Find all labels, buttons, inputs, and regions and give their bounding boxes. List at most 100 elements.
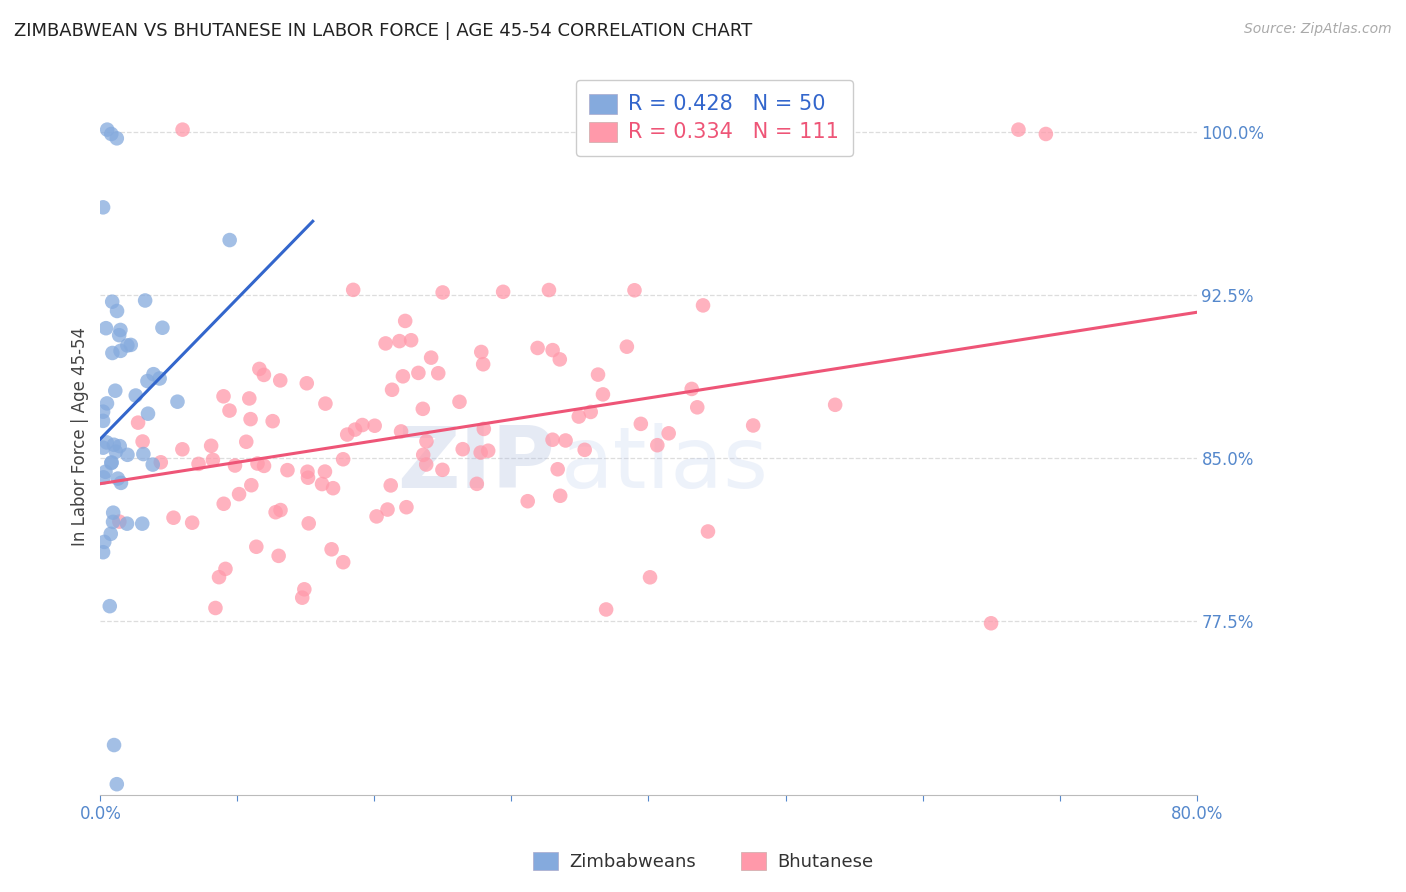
Legend: Zimbabweans, Bhutanese: Zimbabweans, Bhutanese [526, 846, 880, 879]
Zimbabweans [117, 448, 139, 462]
Bhutanese [239, 412, 262, 426]
Zimbabweans [132, 447, 155, 461]
Zimbabweans [91, 545, 114, 559]
Bhutanese [276, 463, 298, 477]
Bhutanese [235, 434, 257, 449]
Bhutanese [526, 341, 548, 355]
Bhutanese [352, 417, 374, 432]
Bhutanese [149, 455, 172, 469]
Bhutanese [208, 570, 231, 584]
Zimbabweans [149, 371, 172, 385]
Bhutanese [332, 452, 354, 467]
Bhutanese [314, 465, 336, 479]
Zimbabweans [100, 127, 122, 141]
Zimbabweans [107, 472, 129, 486]
Bhutanese [214, 562, 236, 576]
Zimbabweans [136, 407, 159, 421]
Zimbabweans [101, 506, 124, 520]
Bhutanese [465, 476, 488, 491]
Bhutanese [697, 524, 720, 539]
Bhutanese [127, 416, 149, 430]
Zimbabweans [100, 456, 122, 470]
Bhutanese [399, 333, 422, 347]
Bhutanese [470, 345, 492, 359]
Bhutanese [131, 434, 153, 449]
Zimbabweans [120, 338, 142, 352]
Bhutanese [516, 494, 538, 508]
Bhutanese [380, 478, 402, 492]
Zimbabweans [108, 328, 131, 343]
Bhutanese [388, 334, 411, 348]
Zimbabweans [131, 516, 153, 531]
Bhutanese [295, 376, 318, 391]
Zimbabweans [104, 444, 127, 458]
Bhutanese [415, 434, 437, 449]
Bhutanese [547, 462, 569, 476]
Bhutanese [595, 602, 617, 616]
Bhutanese [638, 570, 661, 584]
Bhutanese [332, 555, 354, 569]
Zimbabweans [93, 470, 115, 484]
Zimbabweans [110, 323, 132, 337]
Bhutanese [366, 509, 388, 524]
Bhutanese [574, 442, 596, 457]
Bhutanese [200, 439, 222, 453]
Zimbabweans [91, 200, 114, 214]
Text: ZIMBABWEAN VS BHUTANESE IN LABOR FORCE | AGE 45-54 CORRELATION CHART: ZIMBABWEAN VS BHUTANESE IN LABOR FORCE |… [14, 22, 752, 40]
Bhutanese [568, 409, 591, 424]
Zimbabweans [152, 320, 174, 334]
Bhutanese [297, 465, 319, 479]
Bhutanese [212, 497, 235, 511]
Zimbabweans [100, 455, 122, 469]
Text: atlas: atlas [561, 424, 769, 507]
Bhutanese [742, 418, 765, 433]
Bhutanese [408, 366, 430, 380]
Bhutanese [616, 340, 638, 354]
Zimbabweans [103, 738, 125, 752]
Zimbabweans [91, 405, 114, 419]
Bhutanese [824, 398, 846, 412]
Zimbabweans [96, 435, 118, 450]
Bhutanese [262, 414, 284, 428]
Bhutanese [389, 425, 412, 439]
Zimbabweans [115, 516, 138, 531]
Zimbabweans [117, 338, 139, 352]
Bhutanese [201, 453, 224, 467]
Bhutanese [181, 516, 204, 530]
Zimbabweans [101, 515, 124, 529]
Bhutanese [548, 352, 571, 367]
Bhutanese [432, 463, 454, 477]
Bhutanese [246, 457, 269, 471]
Bhutanese [381, 383, 404, 397]
Zimbabweans [100, 526, 122, 541]
Bhutanese [579, 405, 602, 419]
Bhutanese [342, 283, 364, 297]
Bhutanese [314, 396, 336, 410]
Bhutanese [412, 448, 434, 462]
Bhutanese [412, 401, 434, 416]
Bhutanese [228, 487, 250, 501]
Bhutanese [253, 368, 276, 382]
Bhutanese [269, 373, 291, 387]
Zimbabweans [105, 304, 128, 318]
Bhutanese [586, 368, 609, 382]
Zimbabweans [98, 599, 121, 614]
Bhutanese [336, 427, 359, 442]
Bhutanese [681, 382, 703, 396]
Bhutanese [363, 418, 385, 433]
Bhutanese [224, 458, 246, 473]
Bhutanese [630, 417, 652, 431]
Bhutanese [247, 362, 270, 376]
Bhutanese [298, 516, 321, 531]
Bhutanese [392, 369, 415, 384]
Bhutanese [108, 515, 131, 529]
Zimbabweans [101, 346, 124, 360]
Zimbabweans [101, 294, 124, 309]
Zimbabweans [166, 394, 188, 409]
Zimbabweans [91, 441, 114, 455]
Zimbabweans [104, 384, 127, 398]
Zimbabweans [105, 131, 128, 145]
Bhutanese [172, 442, 194, 457]
Zimbabweans [94, 465, 117, 479]
Zimbabweans [125, 388, 148, 402]
